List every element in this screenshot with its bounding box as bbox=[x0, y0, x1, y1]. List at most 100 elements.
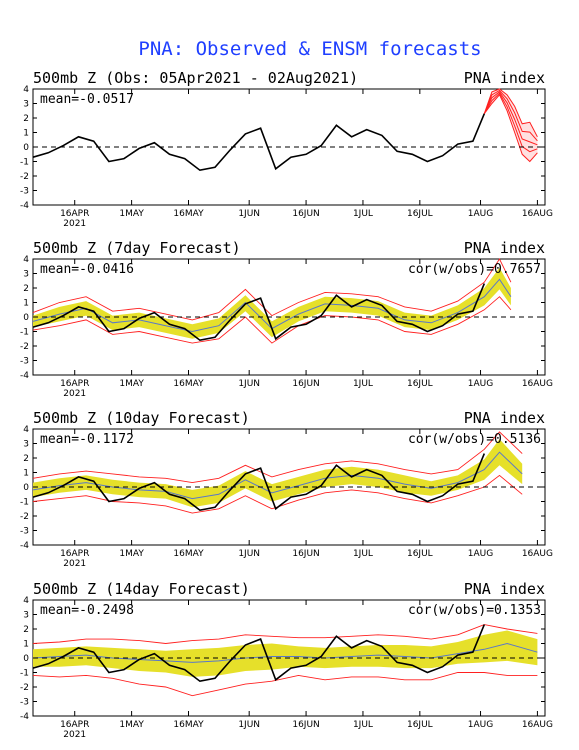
plot-area: 4 3 2 1 0 -1 -2 -3 -4 16APR 1MAY 16MAY 1JUN 16JUN 1JUL… bbox=[20, 255, 553, 399]
x-tick-label: 1AUG bbox=[468, 379, 493, 389]
y-tick-label: -2 bbox=[20, 342, 29, 352]
ensemble-member-line bbox=[483, 89, 538, 142]
y-tick-label: -3 bbox=[20, 187, 29, 197]
mean-label: mean=-0.2498 bbox=[40, 603, 134, 618]
observed-line bbox=[32, 113, 486, 172]
x-tick-label: 1AUG bbox=[468, 209, 493, 219]
member-max-line bbox=[32, 624, 538, 644]
y-tick-label: -3 bbox=[20, 527, 29, 537]
y-tick-label: -2 bbox=[20, 172, 29, 182]
observed-line bbox=[32, 453, 486, 512]
observed-line bbox=[32, 283, 486, 342]
x-tick-label: 1MAY bbox=[119, 379, 144, 389]
x-tick-label: 1JUL bbox=[353, 549, 373, 559]
x-tick-label: 16APR bbox=[60, 209, 89, 219]
y-tick-label: 1 bbox=[23, 299, 29, 309]
y-tick-label: 0 bbox=[23, 143, 29, 153]
x-tick-label: 16APR bbox=[60, 379, 89, 389]
x-tick-label: 1JUN bbox=[238, 209, 260, 219]
ensemble-member-line bbox=[483, 88, 538, 138]
x-year-label: 2021 bbox=[63, 730, 86, 740]
x-tick-label: 16APR bbox=[60, 720, 89, 730]
y-tick-label: -4 bbox=[20, 371, 29, 381]
y-tick-label: -4 bbox=[20, 201, 29, 211]
x-tick-label: 16JUL bbox=[407, 549, 433, 559]
correlation-label: cor(w/obs)=0.1353 bbox=[408, 603, 541, 618]
plot-area: 4 3 2 1 0 -1 -2 -3 -4 16APR 1MAY 16MAY 1JUN 16JUN 1JUL… bbox=[20, 85, 553, 229]
x-tick-label: 1JUL bbox=[353, 379, 373, 389]
y-tick-label: 1 bbox=[23, 640, 29, 650]
correlation-label: cor(w/obs)=0.7657 bbox=[408, 262, 541, 277]
x-year-label: 2021 bbox=[63, 219, 86, 229]
x-tick-label: 1AUG bbox=[468, 549, 493, 559]
member-max-line bbox=[32, 431, 523, 484]
y-tick-label: 2 bbox=[23, 114, 29, 124]
x-tick-label: 1JUL bbox=[353, 209, 373, 219]
panel-title: 500mb Z (10day Forecast) bbox=[33, 409, 250, 427]
y-tick-label: -4 bbox=[20, 541, 29, 551]
observed-line bbox=[32, 624, 486, 683]
x-year-label: 2021 bbox=[63, 389, 86, 399]
x-tick-label: 16AUG bbox=[522, 549, 553, 559]
panel-title: 500mb Z (14day Forecast) bbox=[33, 580, 250, 598]
x-tick-label: 1JUN bbox=[238, 379, 260, 389]
y-tick-label: 0 bbox=[23, 313, 29, 323]
member-min-line bbox=[32, 474, 523, 514]
x-tick-label: 16APR bbox=[60, 549, 89, 559]
y-tick-label: 0 bbox=[23, 483, 29, 493]
x-tick-label: 1AUG bbox=[468, 720, 493, 730]
panel-index-label: PNA index bbox=[464, 580, 545, 598]
x-tick-label: 16JUL bbox=[407, 720, 433, 730]
mean-label: mean=-0.1172 bbox=[40, 432, 134, 447]
mean-label: mean=-0.0517 bbox=[40, 92, 134, 107]
panel-7day: 500mb Z (7day Forecast) PNA index 4 3 2 1 0 -… bbox=[20, 239, 553, 399]
x-tick-label: 16JUN bbox=[292, 209, 319, 219]
y-tick-label: 4 bbox=[23, 255, 29, 265]
y-tick-label: -3 bbox=[20, 357, 29, 367]
correlation-label: cor(w/obs)=0.5136 bbox=[408, 432, 541, 447]
figure-title: PNA: Observed & ENSM forecasts bbox=[138, 38, 481, 60]
x-tick-label: 16JUL bbox=[407, 209, 433, 219]
x-tick-label: 1MAY bbox=[119, 549, 144, 559]
y-tick-label: -1 bbox=[20, 498, 29, 508]
x-year-label: 2021 bbox=[63, 559, 86, 569]
x-tick-label: 16JUL bbox=[407, 379, 433, 389]
x-tick-label: 16MAY bbox=[173, 379, 204, 389]
x-tick-label: 1JUN bbox=[238, 549, 260, 559]
member-min-line bbox=[32, 672, 538, 697]
y-tick-label: -2 bbox=[20, 683, 29, 693]
x-tick-label: 16AUG bbox=[522, 209, 553, 219]
ensemble-member-line bbox=[483, 93, 538, 163]
y-tick-label: 3 bbox=[23, 270, 29, 280]
mean-label: mean=-0.0416 bbox=[40, 262, 134, 277]
panel-14day: 500mb Z (14day Forecast) PNA index 4 3 2 1 0… bbox=[20, 580, 553, 740]
x-tick-label: 16JUN bbox=[292, 549, 319, 559]
y-tick-label: 4 bbox=[23, 85, 29, 95]
y-tick-label: -1 bbox=[20, 158, 29, 168]
y-tick-label: -1 bbox=[20, 669, 29, 679]
y-tick-label: -4 bbox=[20, 712, 29, 722]
ensemble-mean-line bbox=[32, 278, 512, 333]
panel-title: 500mb Z (Obs: 05Apr2021 - 02Aug2021) bbox=[33, 69, 358, 87]
y-tick-label: 1 bbox=[23, 469, 29, 479]
ensemble-member-line bbox=[483, 92, 538, 153]
x-tick-label: 1MAY bbox=[119, 209, 144, 219]
y-tick-label: 4 bbox=[23, 596, 29, 606]
y-tick-label: 2 bbox=[23, 454, 29, 464]
spread-band bbox=[33, 439, 523, 508]
plot-area: 4 3 2 1 0 -1 -2 -3 -4 16APR 1MAY 16MAY 1JUN 16JUN 1JUL… bbox=[20, 596, 553, 740]
x-tick-label: 16MAY bbox=[173, 549, 204, 559]
y-tick-label: -3 bbox=[20, 698, 29, 708]
panel-index-label: PNA index bbox=[464, 69, 545, 87]
panel-index-label: PNA index bbox=[464, 409, 545, 427]
y-tick-label: 1 bbox=[23, 129, 29, 139]
x-tick-label: 1JUL bbox=[353, 720, 373, 730]
panel-10day: 500mb Z (10day Forecast) PNA index 4 3 2 1 0… bbox=[20, 409, 553, 569]
ensemble-forecast-spread bbox=[484, 89, 538, 162]
ensemble-member-line bbox=[483, 91, 538, 146]
member-min-line bbox=[32, 296, 512, 344]
y-tick-label: 3 bbox=[23, 100, 29, 110]
y-tick-label: -1 bbox=[20, 328, 29, 338]
x-tick-label: 16MAY bbox=[173, 209, 204, 219]
